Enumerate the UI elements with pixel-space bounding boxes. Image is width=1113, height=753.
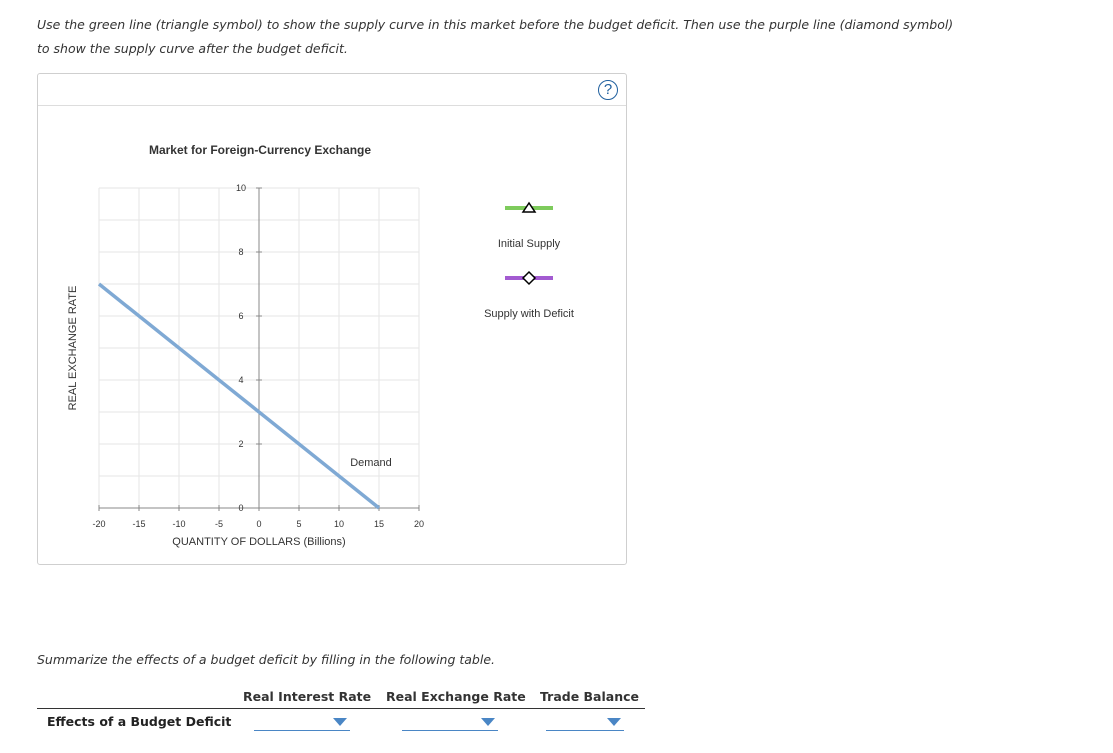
initial-supply-label: Initial Supply <box>498 238 561 250</box>
panel-header: ? <box>38 74 626 106</box>
y-tick-label: 0 <box>238 503 243 513</box>
demand-curve[interactable] <box>97 282 381 510</box>
diamond-icon[interactable] <box>521 270 537 286</box>
help-icon[interactable]: ? <box>598 80 618 100</box>
x-axis-label: QUANTITY OF DOLLARS (Billions) <box>172 536 345 548</box>
y-axis-label: REAL EXCHANGE RATE <box>67 286 79 411</box>
x-tick-label: 10 <box>334 519 344 529</box>
y-tick-label: 8 <box>238 247 243 257</box>
y-tick-label: 6 <box>238 311 243 321</box>
row-label-budget-deficit: Effects of a Budget Deficit <box>47 714 232 729</box>
y-tick-label: 2 <box>238 439 243 449</box>
x-tick-label: 15 <box>374 519 384 529</box>
trade-balance-dropdown[interactable] <box>546 714 624 731</box>
instructions-text: Use the green line (triangle symbol) to … <box>37 17 954 56</box>
x-tick-label: 0 <box>256 519 261 529</box>
column-header-trade-balance: Trade Balance <box>540 689 639 704</box>
demand-curve-label: Demand <box>350 457 392 469</box>
summary-prompt: Summarize the effects of a budget defici… <box>37 652 496 667</box>
column-header-real-interest-rate: Real Interest Rate <box>243 689 372 704</box>
table-divider <box>37 708 645 709</box>
x-tick-label: -20 <box>92 519 105 529</box>
chart-title: Market for Foreign-Currency Exchange <box>149 143 371 157</box>
x-tick-label: -5 <box>215 519 223 529</box>
chevron-down-icon <box>607 718 621 726</box>
column-header-real-exchange-rate: Real Exchange Rate <box>386 689 526 704</box>
y-tick-label: 10 <box>236 183 246 193</box>
chevron-down-icon <box>333 718 347 726</box>
supply-with-deficit-label: Supply with Deficit <box>484 308 574 320</box>
x-tick-label: -10 <box>172 519 185 529</box>
graph-panel: ? -20 -15 -10 -5 0 5 10 15 20 0 2 4 6 8 10 Market for F… <box>37 73 627 565</box>
exchange-market-chart[interactable]: -20 -15 -10 -5 0 5 10 15 20 0 2 4 6 8 10 Market for For… <box>38 74 626 564</box>
x-tick-label: 20 <box>414 519 424 529</box>
triangle-icon[interactable] <box>521 201 537 213</box>
x-tick-label: -15 <box>132 519 145 529</box>
x-tick-label: 5 <box>296 519 301 529</box>
chevron-down-icon <box>481 718 495 726</box>
y-tick-label: 4 <box>238 375 243 385</box>
real-interest-rate-dropdown[interactable] <box>254 714 350 731</box>
real-exchange-rate-dropdown[interactable] <box>402 714 498 731</box>
